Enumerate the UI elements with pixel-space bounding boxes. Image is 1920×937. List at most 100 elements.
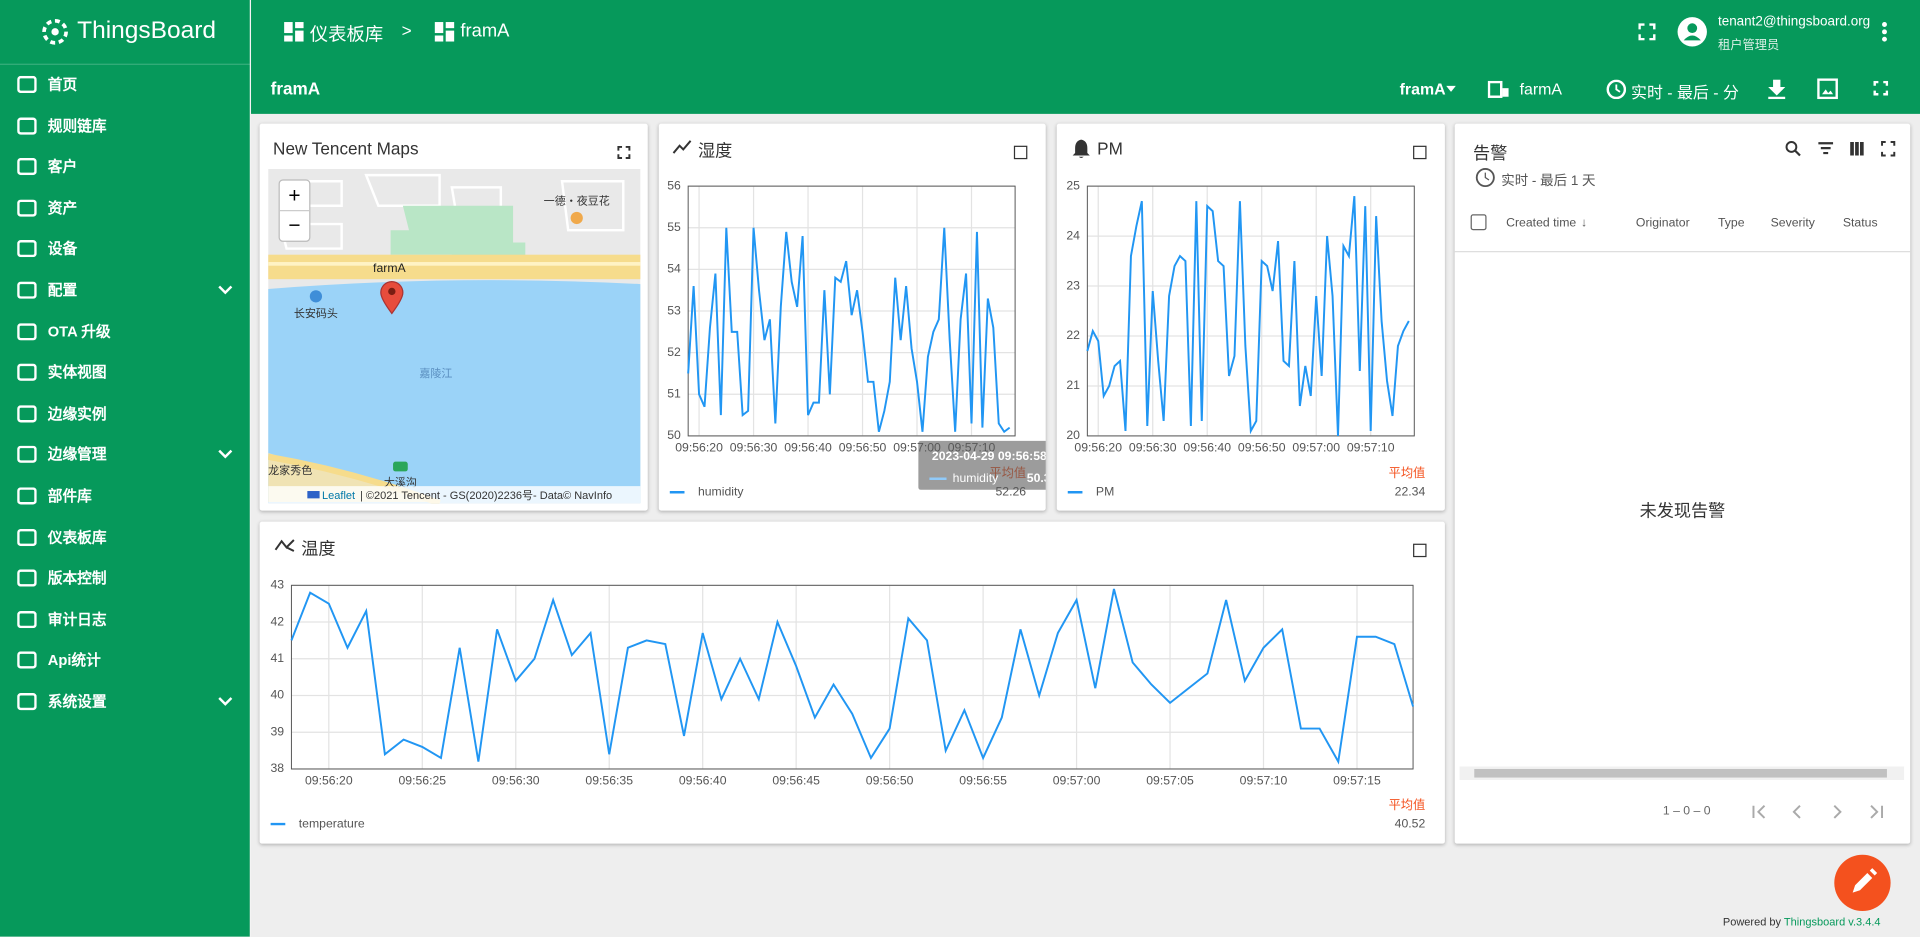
nav-label: Api统计 [47,651,101,670]
nav-item[interactable]: 首页 [0,64,250,104]
nav-label: 设备 [47,240,78,258]
nav-item[interactable]: 实体视图 [0,352,250,392]
nav-item[interactable]: 资产 [0,187,250,227]
entity-icon [1487,80,1509,98]
chevron [218,450,233,459]
nav-item[interactable]: 边缘实例 [0,393,250,433]
map-park [390,205,526,261]
header: 仪表板库 > framA tenant2@thingsboard.org 租户管… [251,0,1920,114]
x-tick-label: 09:57:10 [1240,773,1288,787]
plot-frame [290,584,1414,770]
widget-title: New Tencent Maps [273,138,419,158]
y-tick-label: 43 [270,578,284,592]
nav-label: OTA 升级 [47,322,111,340]
nav-item[interactable]: 规则链库 [0,105,250,145]
fullscreen-button[interactable] [1638,23,1656,41]
nav-icon-shape [17,610,37,628]
zoom-in[interactable]: + [288,185,300,208]
column-header[interactable]: Originator [1635,216,1690,231]
x-tick-label: 09:57:05 [1146,773,1194,787]
map-road [268,262,641,266]
legend-average: 22.34 [1395,484,1426,498]
nav-icon-shape [17,75,37,94]
image-button[interactable] [1817,78,1838,100]
column-header[interactable]: Status [1842,216,1878,231]
fullscreen-button[interactable] [1413,145,1427,160]
avatar[interactable] [1676,16,1708,48]
map-marker[interactable] [380,281,404,315]
nav-item[interactable]: OTA 升级 [0,311,250,351]
nav-item[interactable]: 设备 [0,228,250,268]
alarm-timewindow[interactable]: 实时 - 最后 1 天 [1501,173,1596,189]
place-label: 长安码头 [294,306,338,320]
menu-button[interactable] [1881,21,1888,43]
nav-item[interactable]: 系统设置 [0,681,250,721]
breadcrumb-root[interactable]: 仪表板库 [309,24,384,46]
nav-item[interactable]: 配置 [0,269,250,309]
river-label: 嘉陵江 [419,366,452,380]
chart: 38 39 40 41 42 43 09:56:20 09:56:25 09:56:30 09:5… [270,578,1425,831]
select-all[interactable] [1470,214,1487,231]
place-label: 龙家秀色 [268,463,312,477]
nav-icon [17,693,37,711]
expand-icon [218,697,233,706]
footer: Powered by Thingsboard v.3.4.4 [1723,916,1881,928]
y-tick-label: 24 [1066,228,1080,242]
fullscreen-button[interactable] [1013,145,1028,160]
x-tick-label: 09:56:30 [1129,440,1177,454]
nav-icon [17,651,37,670]
nav-item[interactable]: 仪表板库 [0,516,250,556]
column-header[interactable]: Type [1717,216,1745,231]
nav-item[interactable]: 部件库 [0,475,250,515]
attribution-link[interactable]: Leaflet [322,490,355,502]
dashboard-title: framA [270,78,321,98]
state-select[interactable]: framA [1399,79,1446,98]
y-tick-label: 56 [667,178,681,192]
nav-icon [17,75,37,94]
nav-icon-shape [17,240,37,258]
map[interactable]: + − farmA 长安码头 一德・夜豆花 嘉陵江 龙家秀色 大溪沟 Leafl… [268,168,641,504]
nav-icon [17,199,37,217]
timewindow[interactable]: 实时 - 最后 - 分 [1631,83,1739,102]
dropdown-arrow [1446,85,1456,92]
logo-icon [42,18,68,45]
nav-icon [17,281,37,299]
y-tick-label: 54 [667,262,681,276]
nav-item[interactable]: Api统计 [0,640,250,680]
zoom-out[interactable]: − [288,214,300,237]
edit-fab[interactable] [1833,853,1892,912]
fullscreen-button[interactable] [1873,80,1889,96]
x-tick-label: 09:56:55 [959,773,1007,787]
pagination[interactable] [1749,802,1893,822]
scrollbar[interactable] [1459,766,1905,781]
nav-label: 配置 [47,281,78,299]
legend-average: 52.26 [995,484,1026,498]
nav-label: 审计日志 [47,610,107,628]
x-tick-label: 09:57:10 [948,440,996,454]
map-widget: New Tencent Maps + − farmA 长安码头 一德・夜豆花 嘉… [259,123,648,511]
column-header[interactable]: Severity [1770,216,1815,231]
fullscreen-button[interactable] [617,145,631,159]
nav-item[interactable]: 审计日志 [0,599,250,639]
nav-label: 边缘管理 [47,446,107,464]
nav-label: 首页 [47,75,78,94]
nav-icon [17,363,37,382]
entity-select[interactable]: farmA [1519,79,1563,98]
download-button[interactable] [1768,79,1786,100]
sidebar: ThingsBoard 首页 规则链库 客户 资产 设备 配置 OTA 升级 实体视图 边缘实例… [0,0,250,937]
nav-item[interactable]: 版本控制 [0,557,250,597]
nav-item[interactable]: 客户 [0,146,250,186]
expand-icon [218,450,233,459]
x-tick-label: 09:56:40 [679,773,727,787]
column-header[interactable]: Created time [1506,216,1577,231]
fullscreen-button[interactable] [1413,543,1427,558]
x-tick-label: 09:56:35 [585,773,633,787]
user-role: 租户管理员 [1717,39,1780,53]
footer-link[interactable]: Thingsboard v.3.4.4 [1783,915,1881,929]
divider [1454,251,1911,253]
y-tick-label: 39 [270,724,284,738]
alarm-tools[interactable] [1785,140,1896,160]
nav-item[interactable]: 边缘管理 [0,434,250,474]
data-line [687,227,1011,434]
